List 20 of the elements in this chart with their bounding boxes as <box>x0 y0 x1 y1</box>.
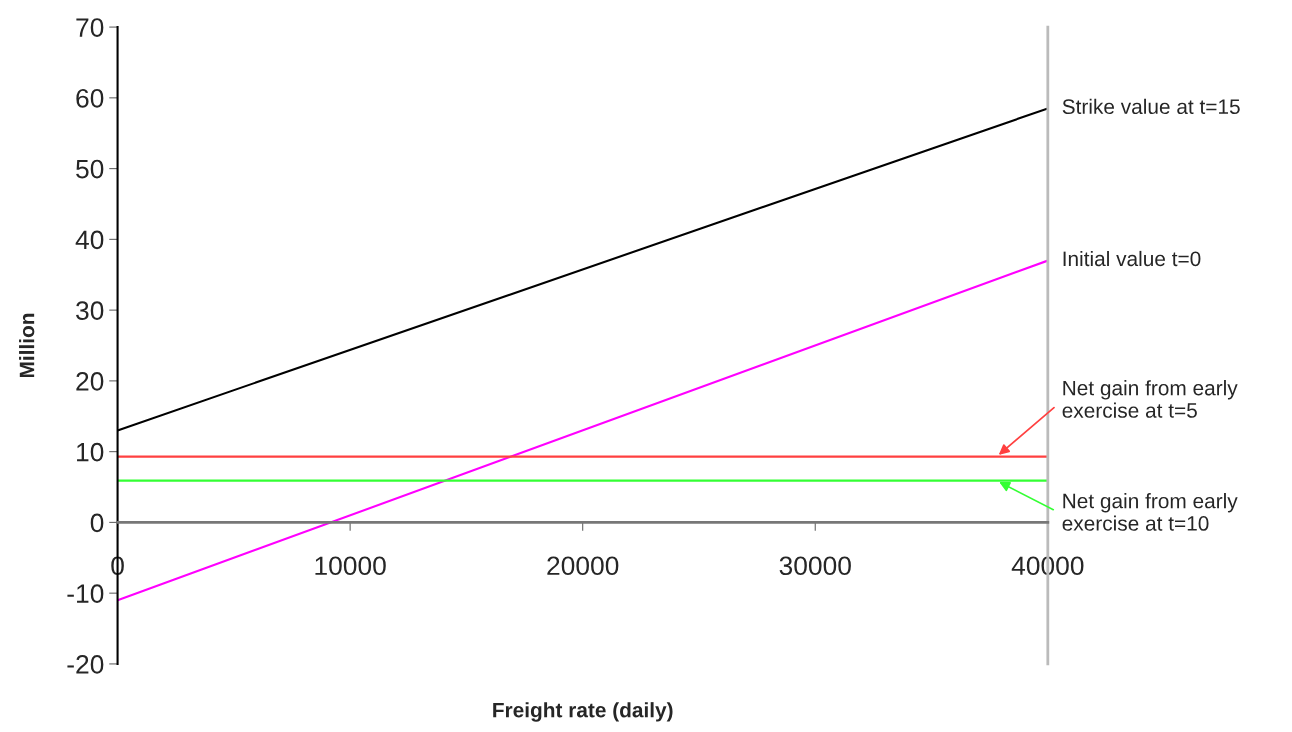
legend-label: Net gain from early exercise at t=10 <box>1062 493 1238 531</box>
series-label: Net gain from early exercise at t=5 <box>1062 380 1238 418</box>
y-tick-label: -10 <box>67 584 104 603</box>
y-tick-label: 50 <box>76 159 104 179</box>
x-axis-title: Freight rate (daily) <box>493 702 673 722</box>
y-axis-title: Million <box>19 313 35 378</box>
series-label: Initial value t=0 <box>1063 250 1201 267</box>
y-tick-label: 60 <box>76 88 104 108</box>
y-tick-label: 10 <box>77 442 104 462</box>
x-tick-label: 20000 <box>547 556 619 576</box>
y-tick-label: 0 <box>90 513 104 533</box>
x-tick-label: 30000 <box>779 556 851 576</box>
y-tick-label: 70 <box>76 18 104 37</box>
y-tick-label: -20 <box>67 655 104 674</box>
y-tick-label: 30 <box>76 301 104 320</box>
x-tick-label: 10000 <box>315 556 386 576</box>
series-label: Strike value at t=15 <box>1062 98 1240 115</box>
y-tick-label: 20 <box>76 372 104 391</box>
x-tick-label: 40000 <box>1011 556 1084 576</box>
y-tick-label: 40 <box>75 230 104 250</box>
